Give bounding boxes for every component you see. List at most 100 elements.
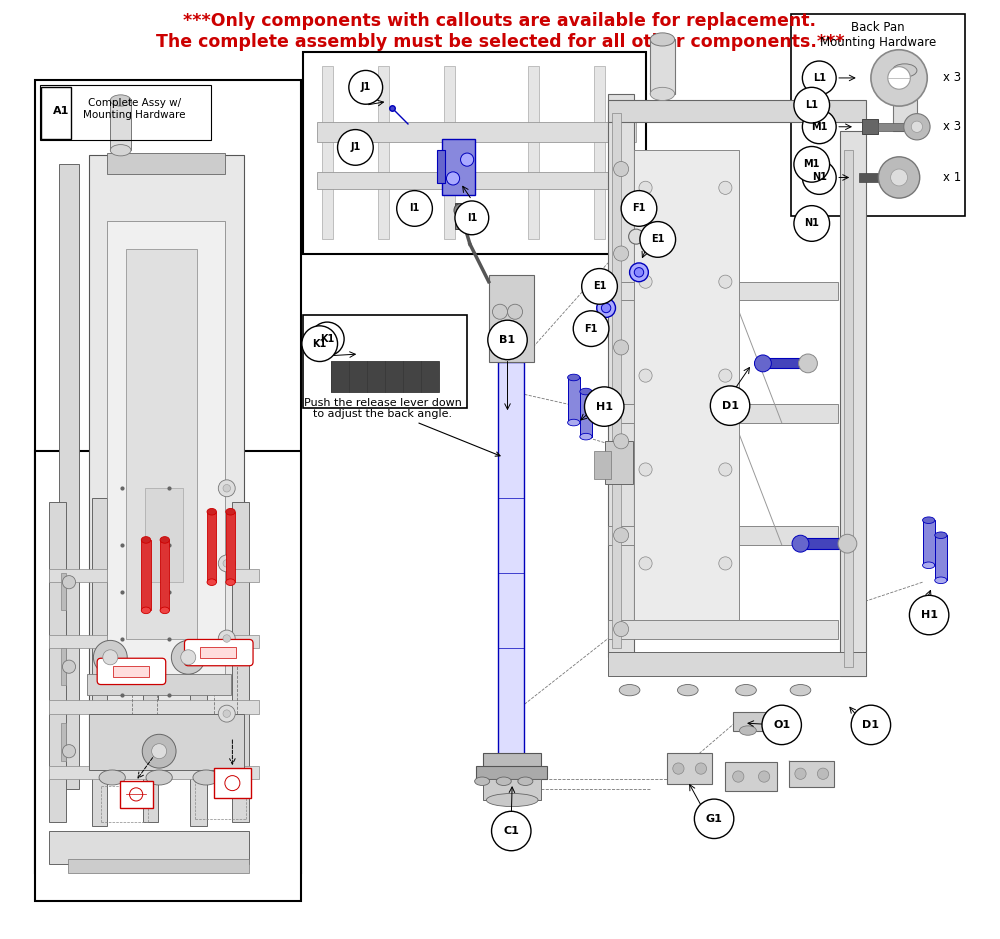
Circle shape (640, 222, 676, 257)
Circle shape (802, 110, 836, 144)
Bar (317, 172, 636, 189)
Bar (68, 859, 249, 873)
Bar (303, 52, 646, 254)
Bar (444, 66, 455, 239)
Ellipse shape (207, 509, 216, 515)
Circle shape (673, 762, 684, 774)
Bar (667, 753, 712, 784)
Bar (61, 648, 66, 685)
Bar (331, 361, 439, 392)
Circle shape (62, 576, 76, 589)
Bar (378, 66, 389, 239)
Text: I1: I1 (409, 204, 420, 213)
Bar (528, 66, 539, 239)
Circle shape (639, 181, 652, 194)
Bar (49, 635, 259, 648)
Circle shape (171, 640, 205, 674)
Bar (200, 647, 236, 658)
Bar (489, 275, 534, 362)
Circle shape (142, 734, 176, 768)
Ellipse shape (110, 145, 131, 156)
Bar (113, 666, 149, 677)
Bar (232, 502, 249, 822)
Bar (41, 87, 71, 139)
Circle shape (838, 534, 857, 553)
Circle shape (799, 354, 817, 373)
Circle shape (218, 480, 235, 497)
Text: M1: M1 (811, 122, 827, 131)
Bar (605, 441, 633, 484)
Circle shape (733, 771, 744, 782)
Text: N1: N1 (812, 173, 827, 182)
Bar (61, 573, 66, 610)
Bar (322, 66, 333, 239)
Circle shape (794, 87, 830, 123)
Bar (634, 150, 739, 620)
Circle shape (310, 322, 344, 356)
Circle shape (891, 169, 908, 186)
Text: D1: D1 (722, 401, 739, 410)
Circle shape (614, 434, 629, 449)
Text: B1: B1 (499, 335, 516, 345)
Circle shape (62, 660, 76, 673)
Bar (791, 14, 965, 216)
Ellipse shape (193, 770, 219, 785)
Bar (608, 652, 866, 676)
Bar (59, 164, 79, 789)
Ellipse shape (568, 374, 580, 381)
Circle shape (851, 705, 891, 745)
Ellipse shape (226, 578, 235, 586)
Ellipse shape (496, 777, 511, 785)
Ellipse shape (580, 388, 592, 394)
Bar (40, 85, 211, 140)
Bar (49, 569, 259, 582)
Bar (61, 723, 66, 761)
Circle shape (694, 799, 734, 839)
Bar (87, 674, 231, 695)
Circle shape (508, 323, 523, 338)
Bar (107, 153, 225, 174)
Bar (49, 502, 66, 822)
Bar (840, 131, 866, 676)
Bar (89, 714, 244, 770)
Bar (789, 761, 834, 787)
Circle shape (461, 153, 474, 166)
Text: D1: D1 (862, 720, 879, 730)
Circle shape (630, 263, 648, 282)
Bar (141, 540, 151, 610)
Text: Complete Assy w/
Mounting Hardware: Complete Assy w/ Mounting Hardware (83, 98, 186, 120)
Bar (608, 94, 634, 657)
Bar (483, 779, 541, 800)
Text: A1: A1 (53, 106, 70, 115)
Bar (160, 540, 169, 610)
Bar (594, 66, 605, 239)
Bar (608, 526, 838, 545)
Circle shape (719, 557, 732, 570)
Bar (612, 113, 621, 648)
Bar (442, 139, 475, 195)
Bar (608, 404, 838, 423)
Ellipse shape (568, 419, 580, 426)
Circle shape (802, 161, 836, 194)
Bar (608, 282, 838, 300)
Text: M1: M1 (804, 160, 820, 169)
Text: Back Pan
Mounting Hardware: Back Pan Mounting Hardware (820, 21, 936, 49)
Text: x 3: x 3 (943, 120, 961, 133)
Circle shape (719, 369, 732, 382)
Bar (923, 520, 935, 565)
Ellipse shape (736, 685, 756, 696)
Circle shape (152, 744, 167, 759)
Circle shape (130, 788, 143, 801)
Bar (35, 80, 301, 873)
Circle shape (302, 326, 338, 362)
Circle shape (911, 121, 923, 132)
Ellipse shape (790, 685, 811, 696)
Circle shape (181, 650, 196, 665)
Ellipse shape (935, 531, 947, 539)
Circle shape (488, 320, 527, 360)
Text: G1: G1 (706, 814, 723, 824)
Text: F1: F1 (584, 324, 598, 333)
Ellipse shape (475, 777, 490, 785)
Circle shape (492, 811, 531, 851)
Bar (303, 315, 467, 408)
